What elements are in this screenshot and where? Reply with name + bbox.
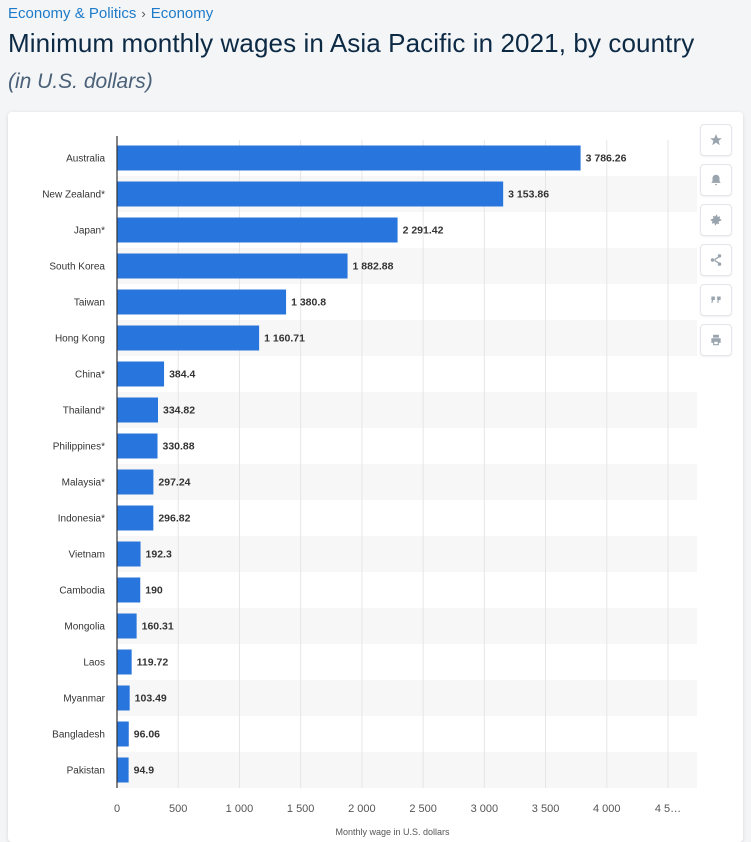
data-label: 94.9 (134, 765, 155, 777)
data-label: 160.31 (142, 621, 174, 633)
quote-icon (711, 296, 721, 303)
share-button[interactable] (700, 244, 732, 276)
data-label: 1 160.71 (264, 333, 305, 345)
bar (117, 685, 130, 711)
x-tick-label: 1 500 (287, 803, 315, 815)
data-label: 1 380.8 (291, 297, 326, 309)
bar (117, 145, 581, 171)
settings-button[interactable] (700, 204, 732, 236)
category-label: New Zealand* (42, 190, 105, 201)
row-stripe (117, 392, 697, 428)
category-label: Australia (66, 154, 105, 165)
gear-icon (710, 214, 722, 226)
data-label: 334.82 (163, 405, 195, 417)
bar (117, 217, 398, 243)
category-label: Philippines* (53, 442, 105, 453)
bell-icon (711, 174, 721, 186)
x-tick-label: 0 (114, 803, 120, 815)
bar (117, 649, 132, 675)
category-label: China* (75, 370, 105, 381)
category-label: Indonesia* (58, 514, 105, 525)
bar (117, 433, 158, 459)
row-stripe (117, 680, 697, 716)
data-label: 96.06 (134, 729, 160, 741)
data-label: 384.4 (169, 369, 195, 381)
category-label: Malaysia* (62, 478, 105, 489)
bar-chart: Australia 3 786.26 New Zealand* 3 153.86 Jap… (42, 136, 697, 837)
print-icon (711, 334, 721, 346)
data-label: 2 291.42 (403, 225, 444, 237)
data-label: 330.88 (163, 441, 195, 453)
category-label: Hong Kong (55, 334, 105, 345)
favorite-button[interactable] (700, 124, 732, 156)
chart-card: Australia 3 786.26 New Zealand* 3 153.86 Jap… (8, 112, 743, 842)
category-label: Japan* (74, 226, 105, 237)
print-button[interactable] (700, 324, 732, 356)
bar (117, 325, 260, 351)
bar (117, 181, 504, 207)
share-icon (710, 254, 722, 266)
row-stripe (117, 752, 697, 788)
category-label: Bangladesh (52, 730, 105, 741)
data-label: 1 882.88 (353, 261, 394, 273)
x-tick-label: 4 5… (655, 803, 681, 815)
bar (117, 253, 348, 279)
data-label: 103.49 (135, 693, 167, 705)
x-tick-label: 4 000 (593, 803, 621, 815)
category-label: Thailand* (63, 406, 105, 417)
bar (117, 469, 154, 495)
category-label: Vietnam (68, 550, 105, 561)
cite-button[interactable] (700, 284, 732, 316)
bar (117, 721, 129, 747)
category-label: Taiwan (74, 298, 105, 309)
bar (117, 541, 141, 567)
category-label: Mongolia (64, 622, 105, 633)
data-label: 296.82 (158, 513, 190, 525)
data-label: 190 (145, 585, 163, 597)
bar (117, 361, 165, 387)
data-label: 297.24 (158, 477, 190, 489)
row-stripe (117, 536, 697, 572)
row-stripe (117, 464, 697, 500)
bar (117, 505, 154, 531)
bar (117, 757, 129, 783)
x-tick-label: 500 (169, 803, 187, 815)
star-icon (710, 134, 722, 146)
notification-button[interactable] (700, 164, 732, 196)
category-label: South Korea (49, 262, 105, 273)
category-label: Myanmar (63, 694, 105, 705)
data-label: 192.3 (146, 549, 172, 561)
bar (117, 577, 141, 603)
bar (117, 289, 287, 315)
x-tick-label: 2 000 (348, 803, 376, 815)
page-subtitle: (in U.S. dollars) (8, 70, 153, 93)
category-label: Cambodia (59, 586, 105, 597)
data-label: 3 786.26 (586, 153, 627, 165)
x-axis-title: Monthly wage in U.S. dollars (335, 827, 450, 837)
breadcrumb: Economy & Politics › Economy (8, 5, 213, 22)
breadcrumb-separator: › (141, 6, 146, 21)
x-tick-label: 1 000 (226, 803, 254, 815)
bar (117, 613, 137, 639)
x-tick-label: 3 000 (471, 803, 499, 815)
page-title: Minimum monthly wages in Asia Pacific in… (8, 28, 695, 58)
category-label: Pakistan (67, 766, 105, 777)
data-label: 3 153.86 (508, 189, 549, 201)
x-tick-label: 2 500 (409, 803, 437, 815)
category-label: Laos (83, 658, 105, 669)
bar (117, 397, 158, 423)
x-tick-label: 3 500 (532, 803, 560, 815)
breadcrumb-link-economy-politics[interactable]: Economy & Politics (8, 5, 137, 22)
breadcrumb-link-economy[interactable]: Economy (150, 5, 214, 22)
row-stripe (117, 608, 697, 644)
data-label: 119.72 (137, 657, 169, 669)
